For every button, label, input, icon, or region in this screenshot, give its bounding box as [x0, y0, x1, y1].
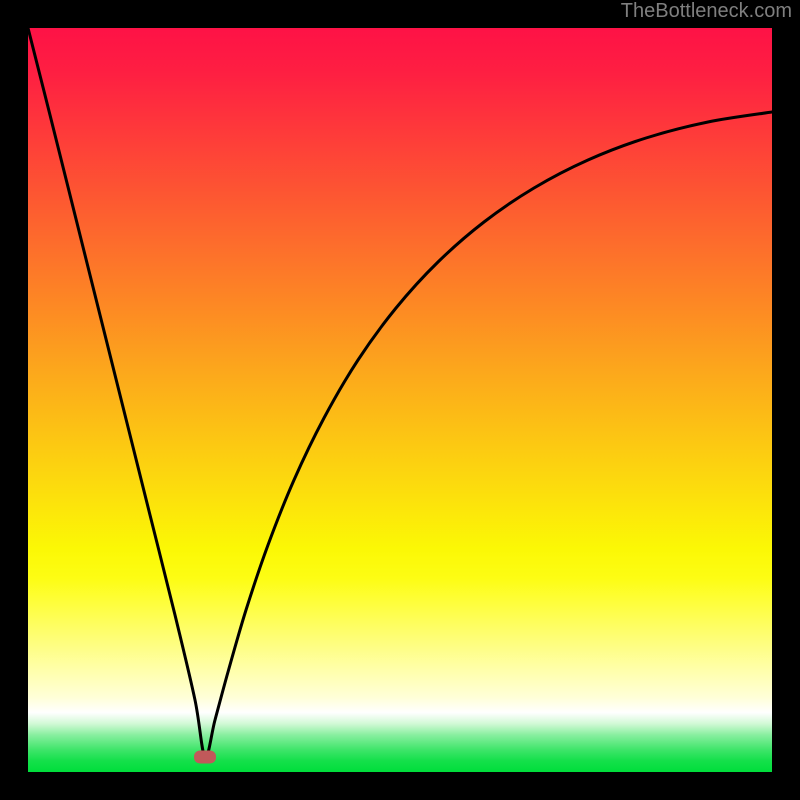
chart-background-gradient [28, 28, 772, 772]
optimum-marker [194, 751, 216, 764]
watermark-text: TheBottleneck.com [621, 0, 792, 23]
bottleneck-chart [0, 0, 800, 800]
chart-container: TheBottleneck.com [0, 0, 800, 800]
